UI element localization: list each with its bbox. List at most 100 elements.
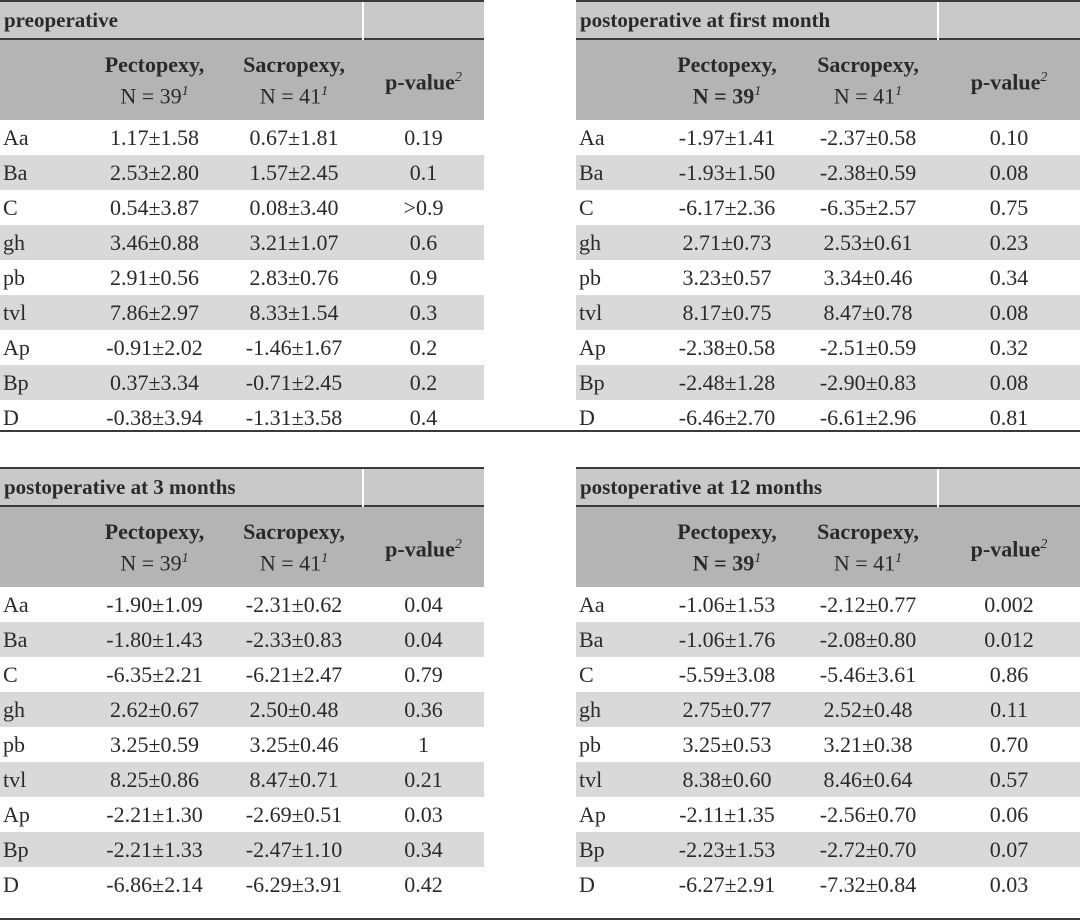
table-row: Aa 1.17±1.58 0.67±1.81 0.19	[0, 120, 484, 155]
table-row: Bp 0.37±3.34 -0.71±2.45 0.2	[0, 365, 484, 400]
sacropexy-value: -2.69±0.51	[245, 801, 343, 827]
p-value: 0.2	[363, 365, 484, 400]
p-value: 0.4	[409, 404, 438, 430]
table-row: D -6.86±2.14 -6.29±3.91 0.42	[0, 867, 484, 902]
sacropexy-value: 8.47±0.71	[225, 762, 363, 797]
pectopexy-value: 8.38±0.60	[656, 762, 798, 797]
sacropexy-header: Sacropexy, N = 411	[798, 38, 939, 120]
footnote-marker: 1	[321, 550, 329, 566]
table-row: tvl 8.38±0.60 8.46±0.64 0.57	[576, 762, 1080, 797]
row-label: Aa	[3, 591, 29, 617]
row-label: Aa	[3, 124, 29, 150]
p-value: 0.21	[363, 762, 484, 797]
sacropexy-value: 2.52±0.48	[798, 692, 938, 727]
sacropexy-header: Sacropexy, N = 411	[225, 505, 363, 587]
p-value: 0.10	[989, 124, 1029, 150]
pvalue-header: p-value2	[363, 505, 484, 587]
pectopexy-value: -0.38±3.94	[106, 404, 203, 430]
pectopexy-value: -5.59±3.08	[678, 661, 776, 687]
pectopexy-n: N = 39	[120, 83, 182, 109]
row-label: tvl	[576, 762, 656, 797]
row-label-header	[576, 38, 656, 120]
row-label: pb	[3, 264, 25, 290]
pectopexy-value: -6.35±2.21	[106, 661, 203, 687]
pectopexy-value: -2.21±1.33	[84, 832, 225, 867]
pectopexy-value: 3.25±0.59	[109, 731, 200, 757]
table-row: tvl 8.25±0.86 8.47±0.71 0.21	[0, 762, 484, 797]
p-value: 0.08	[938, 365, 1080, 400]
pectopexy-header: Pectopexy, N = 391	[84, 38, 225, 120]
sacropexy-value: 3.25±0.46	[249, 731, 339, 757]
p-value: 0.07	[938, 832, 1080, 867]
p-value: 0.03	[404, 801, 443, 827]
table-row: D -6.46±2.70 -6.61±2.96 0.81	[576, 400, 1080, 435]
sacropexy-value: 2.53±0.61	[798, 225, 939, 260]
pectopexy-value: 2.62±0.67	[84, 692, 225, 727]
sacropexy-n: N = 41	[259, 83, 322, 109]
row-label: D	[579, 871, 595, 897]
row-label: gh	[576, 225, 656, 260]
sacropexy-value: -2.51±0.59	[819, 334, 917, 360]
row-label: C	[3, 194, 18, 220]
sacropexy-value: -7.32±0.84	[819, 871, 917, 897]
pectopexy-header: Pectopexy, N = 391	[656, 38, 798, 120]
pectopexy-value: 2.53±2.80	[84, 155, 225, 190]
table-row: Aa -1.90±1.09 -2.31±0.62 0.04	[0, 587, 484, 622]
table-row: Aa -1.06±1.53 -2.12±0.77 0.002	[576, 587, 1080, 622]
three-months-section: postoperative at 3 months Pectopexy, N = …	[0, 467, 484, 902]
pectopexy-label: Pectopexy,	[104, 518, 205, 544]
p-value: 0.23	[938, 225, 1080, 260]
preoperative-section: preoperative Pectopexy, N = 391 Sacropexy,…	[0, 0, 484, 435]
row-label: gh	[0, 692, 84, 727]
sacropexy-value: 8.46±0.64	[798, 762, 938, 797]
row-label: Bp	[576, 832, 656, 867]
row-label-header	[576, 505, 656, 587]
pvalue-header: p-value2	[938, 38, 1080, 120]
pectopexy-value: -2.48±1.28	[656, 365, 798, 400]
pectopexy-value: 8.25±0.86	[84, 762, 225, 797]
p-value: 0.04	[404, 591, 443, 617]
table-row: Aa -1.97±1.41 -2.37±0.58 0.10	[576, 120, 1080, 155]
pectopexy-value: 2.91±0.56	[109, 264, 200, 290]
row-label: D	[3, 404, 19, 430]
table-row: C -5.59±3.08 -5.46±3.61 0.86	[576, 657, 1080, 692]
p-value: 0.08	[938, 155, 1080, 190]
sacropexy-n: N = 41	[259, 550, 322, 576]
footnote-marker: 1	[321, 83, 329, 99]
sacropexy-value: -6.35±2.57	[819, 194, 917, 220]
row-label: D	[579, 404, 595, 430]
table-row: Ap -2.21±1.30 -2.69±0.51 0.03	[0, 797, 484, 832]
table-row: pb 3.23±0.57 3.34±0.46 0.34	[576, 260, 1080, 295]
section-title: postoperative at 12 months	[576, 467, 938, 506]
p-value: 0.19	[404, 124, 443, 150]
sacropexy-value: -5.46±3.61	[819, 661, 917, 687]
p-value: 0.81	[989, 404, 1029, 430]
table-row: tvl 7.86±2.97 8.33±1.54 0.3	[0, 295, 484, 330]
p-value: 0.34	[363, 832, 484, 867]
p-value: 0.42	[404, 871, 443, 897]
table-row: Ba -1.80±1.43 -2.33±0.83 0.04	[0, 622, 484, 657]
row-label: pb	[3, 731, 25, 757]
pectopexy-value: -2.23±1.53	[656, 832, 798, 867]
pvalue-label: p-value	[385, 536, 455, 562]
row-label: Ba	[0, 622, 84, 657]
pectopexy-value: 2.71±0.73	[656, 225, 798, 260]
row-label: Bp	[576, 365, 656, 400]
p-value: 0.06	[989, 801, 1029, 827]
row-label: tvl	[576, 295, 656, 330]
row-label: Ba	[0, 155, 84, 190]
pectopexy-value: -6.86±2.14	[106, 871, 203, 897]
p-value: 0.3	[363, 295, 484, 330]
footnote-marker: 1	[895, 83, 903, 99]
pectopexy-value: -1.93±1.50	[656, 155, 798, 190]
row-label: pb	[579, 264, 601, 290]
footnote-marker: 1	[181, 550, 189, 566]
pectopexy-value: 0.54±3.87	[109, 194, 200, 220]
sacropexy-value: -0.71±2.45	[225, 365, 363, 400]
sacropexy-value: 0.08±3.40	[249, 194, 339, 220]
footnote-marker: 2	[1040, 70, 1048, 86]
sacropexy-value: -2.08±0.80	[798, 622, 938, 657]
three-months-table: postoperative at 3 months Pectopexy, N = …	[0, 467, 484, 902]
pectopexy-header: Pectopexy, N = 391	[84, 505, 225, 587]
pectopexy-value: 0.37±3.34	[84, 365, 225, 400]
